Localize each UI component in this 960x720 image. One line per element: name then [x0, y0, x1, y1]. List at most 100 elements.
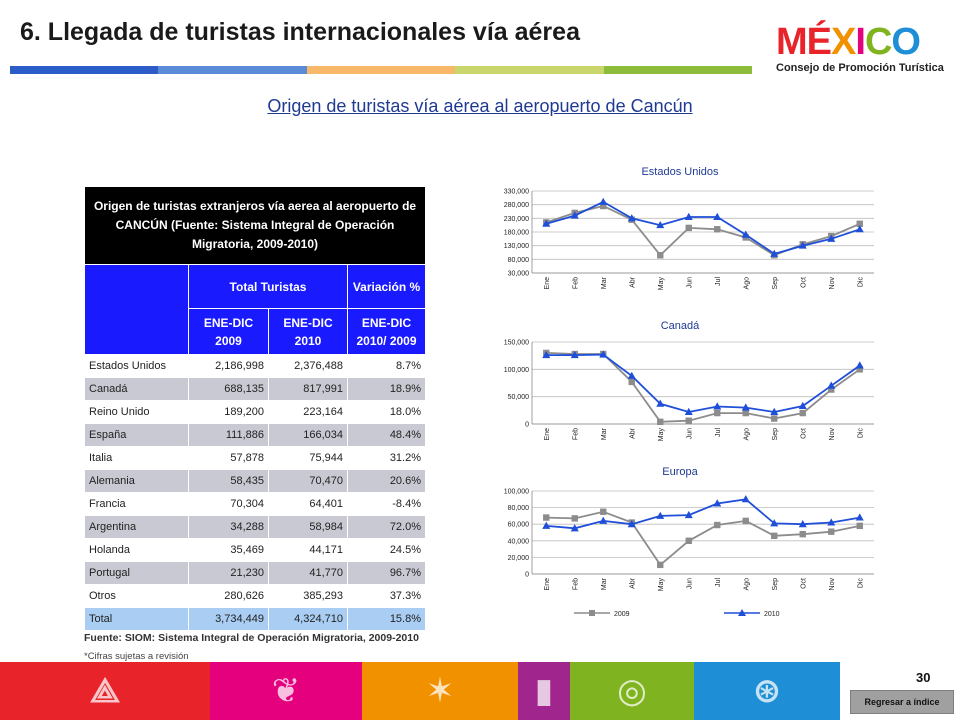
data-point-2010 [798, 241, 807, 249]
y-tick-label: 280,000 [504, 202, 529, 209]
title-bar-segment-5 [603, 66, 753, 74]
table-row: Holanda 35,469 44,171 24.5% [84, 538, 427, 562]
mexico-logo: MÉXICO Consejo de Promoción Turística [776, 21, 948, 74]
y-tick-label: 130,000 [504, 243, 529, 250]
x-tick-label: Feb [572, 277, 579, 289]
table-row: Alemania 58,435 70,470 20.6% [84, 469, 427, 493]
table-row: Argentina 34,288 58,984 72.0% [84, 515, 427, 539]
data-point-2010 [656, 220, 665, 229]
variation-cell: 20.6% [346, 469, 427, 493]
table-row: Portugal 21,230 41,770 96.7% [84, 561, 427, 585]
variation-cell: 31.2% [346, 446, 427, 470]
x-tick-label: Oct [800, 578, 807, 589]
data-point-2010 [713, 212, 722, 220]
data-point-2010 [713, 402, 722, 410]
data-point-2010 [627, 214, 636, 222]
data-point-2010 [713, 499, 722, 507]
x-tick-label: Jun [686, 578, 693, 589]
x-tick-label: Jul [715, 578, 722, 587]
table-title: Origen de turistas extranjeros vía aerea… [83, 186, 427, 265]
table-row: Reino Unido 189,200 223,164 18.0% [84, 400, 427, 424]
data-point-2009 [657, 252, 664, 259]
data-point-2010 [542, 350, 551, 359]
footer-block-6: ⊛ [694, 662, 840, 720]
data-point-2009 [742, 517, 749, 525]
value-2009-cell: 2,186,998 [188, 354, 269, 378]
legend-label-2010: 2010 [764, 611, 780, 618]
footer-block-3: ✶ [362, 662, 518, 720]
data-point-2010 [741, 403, 750, 411]
x-tick-label: Jul [715, 428, 722, 437]
data-point-2009 [799, 530, 806, 538]
y-tick-label: 330,000 [504, 189, 529, 196]
x-tick-label: Feb [572, 428, 579, 440]
x-tick-label: Oct [800, 428, 807, 439]
data-point-2009 [685, 537, 692, 544]
y-tick-label: 180,000 [504, 230, 529, 237]
value-2010-cell: 166,034 [268, 423, 348, 447]
footer-glyph-icon: ⟁ [89, 671, 121, 710]
value-2009-cell: 21,230 [188, 561, 269, 585]
source-note: Fuente: SIOM: Sistema Integral de Operac… [84, 632, 419, 644]
value-2009-cell: 70,304 [188, 492, 269, 516]
y-tick-label: 60,000 [508, 522, 530, 529]
value-2010-cell: 44,171 [268, 538, 348, 562]
data-point-2010 [684, 407, 693, 415]
header-2010: ENE-DIC 2010 [268, 308, 348, 355]
header-variacion: Variación % [346, 264, 427, 309]
series-line-2009 [546, 205, 861, 257]
value-2010-cell: 2,376,488 [268, 354, 348, 378]
y-tick-label: 80,000 [508, 257, 530, 264]
data-point-2010 [599, 350, 608, 358]
footer-block-1: ⟁ [0, 662, 210, 720]
country-cell: Total [84, 607, 189, 631]
header-2009: ENE-DIC 2009 [188, 308, 269, 355]
table-row: Francia 70,304 64,401 -8.4% [84, 492, 427, 516]
x-tick-label: Ago [743, 428, 750, 441]
data-point-2010 [770, 249, 779, 257]
variation-cell: 24.5% [346, 538, 427, 562]
x-tick-label: Mar [601, 276, 608, 289]
title-bar-segment-2 [158, 66, 307, 74]
logo-letter: M [776, 21, 808, 63]
data-point-2010 [798, 401, 807, 409]
data-point-2010 [656, 511, 665, 519]
page-number: 30 [916, 670, 931, 685]
x-tick-label: Sep [772, 277, 779, 290]
data-point-2009 [856, 522, 863, 530]
data-point-2009 [685, 224, 692, 232]
country-cell: Reino Unido [84, 400, 189, 424]
y-tick-label: 0 [525, 572, 529, 579]
series-line-2009 [546, 510, 860, 567]
data-point-2009 [771, 532, 778, 540]
x-tick-label: Ene [544, 578, 551, 591]
back-to-index-button[interactable]: Regresar a índice [850, 690, 954, 714]
data-point-2010 [827, 234, 836, 242]
data-point-2010 [570, 350, 579, 359]
revision-note: *Cifras sujetas a revisión [84, 651, 189, 662]
legend-marker-2010 [738, 609, 746, 616]
table-row: Canadá 688,135 817,991 18.9% [84, 377, 427, 401]
series-line-2010 [546, 200, 861, 255]
x-tick-label: Mar [601, 577, 608, 590]
x-tick-label: Ago [743, 277, 750, 290]
header-var-2010-2009: ENE-DIC 2010/ 2009 [346, 308, 427, 355]
footer-glyph-icon: ✶ [425, 672, 455, 710]
data-point-2009 [771, 415, 778, 422]
logo-letter: X [831, 21, 856, 63]
title-underline-bar [10, 66, 753, 74]
data-point-2009 [571, 515, 578, 522]
country-cell: Alemania [84, 469, 189, 493]
x-tick-label: May [658, 277, 665, 291]
table-row: España 111,886 166,034 48.4% [84, 423, 427, 447]
data-point-2009 [828, 528, 835, 535]
y-tick-label: 150,000 [504, 340, 529, 347]
title-bar-segment-1 [10, 66, 159, 74]
logo-subtitle: Consejo de Promoción Turística [776, 62, 944, 74]
variation-cell: 18.0% [346, 400, 427, 424]
variation-cell: 18.9% [346, 377, 427, 401]
value-2009-cell: 3,734,449 [188, 607, 269, 631]
data-point-2010 [741, 230, 750, 238]
variation-cell: -8.4% [346, 492, 427, 516]
table-row: Estados Unidos 2,186,998 2,376,488 8.7% [84, 354, 427, 378]
